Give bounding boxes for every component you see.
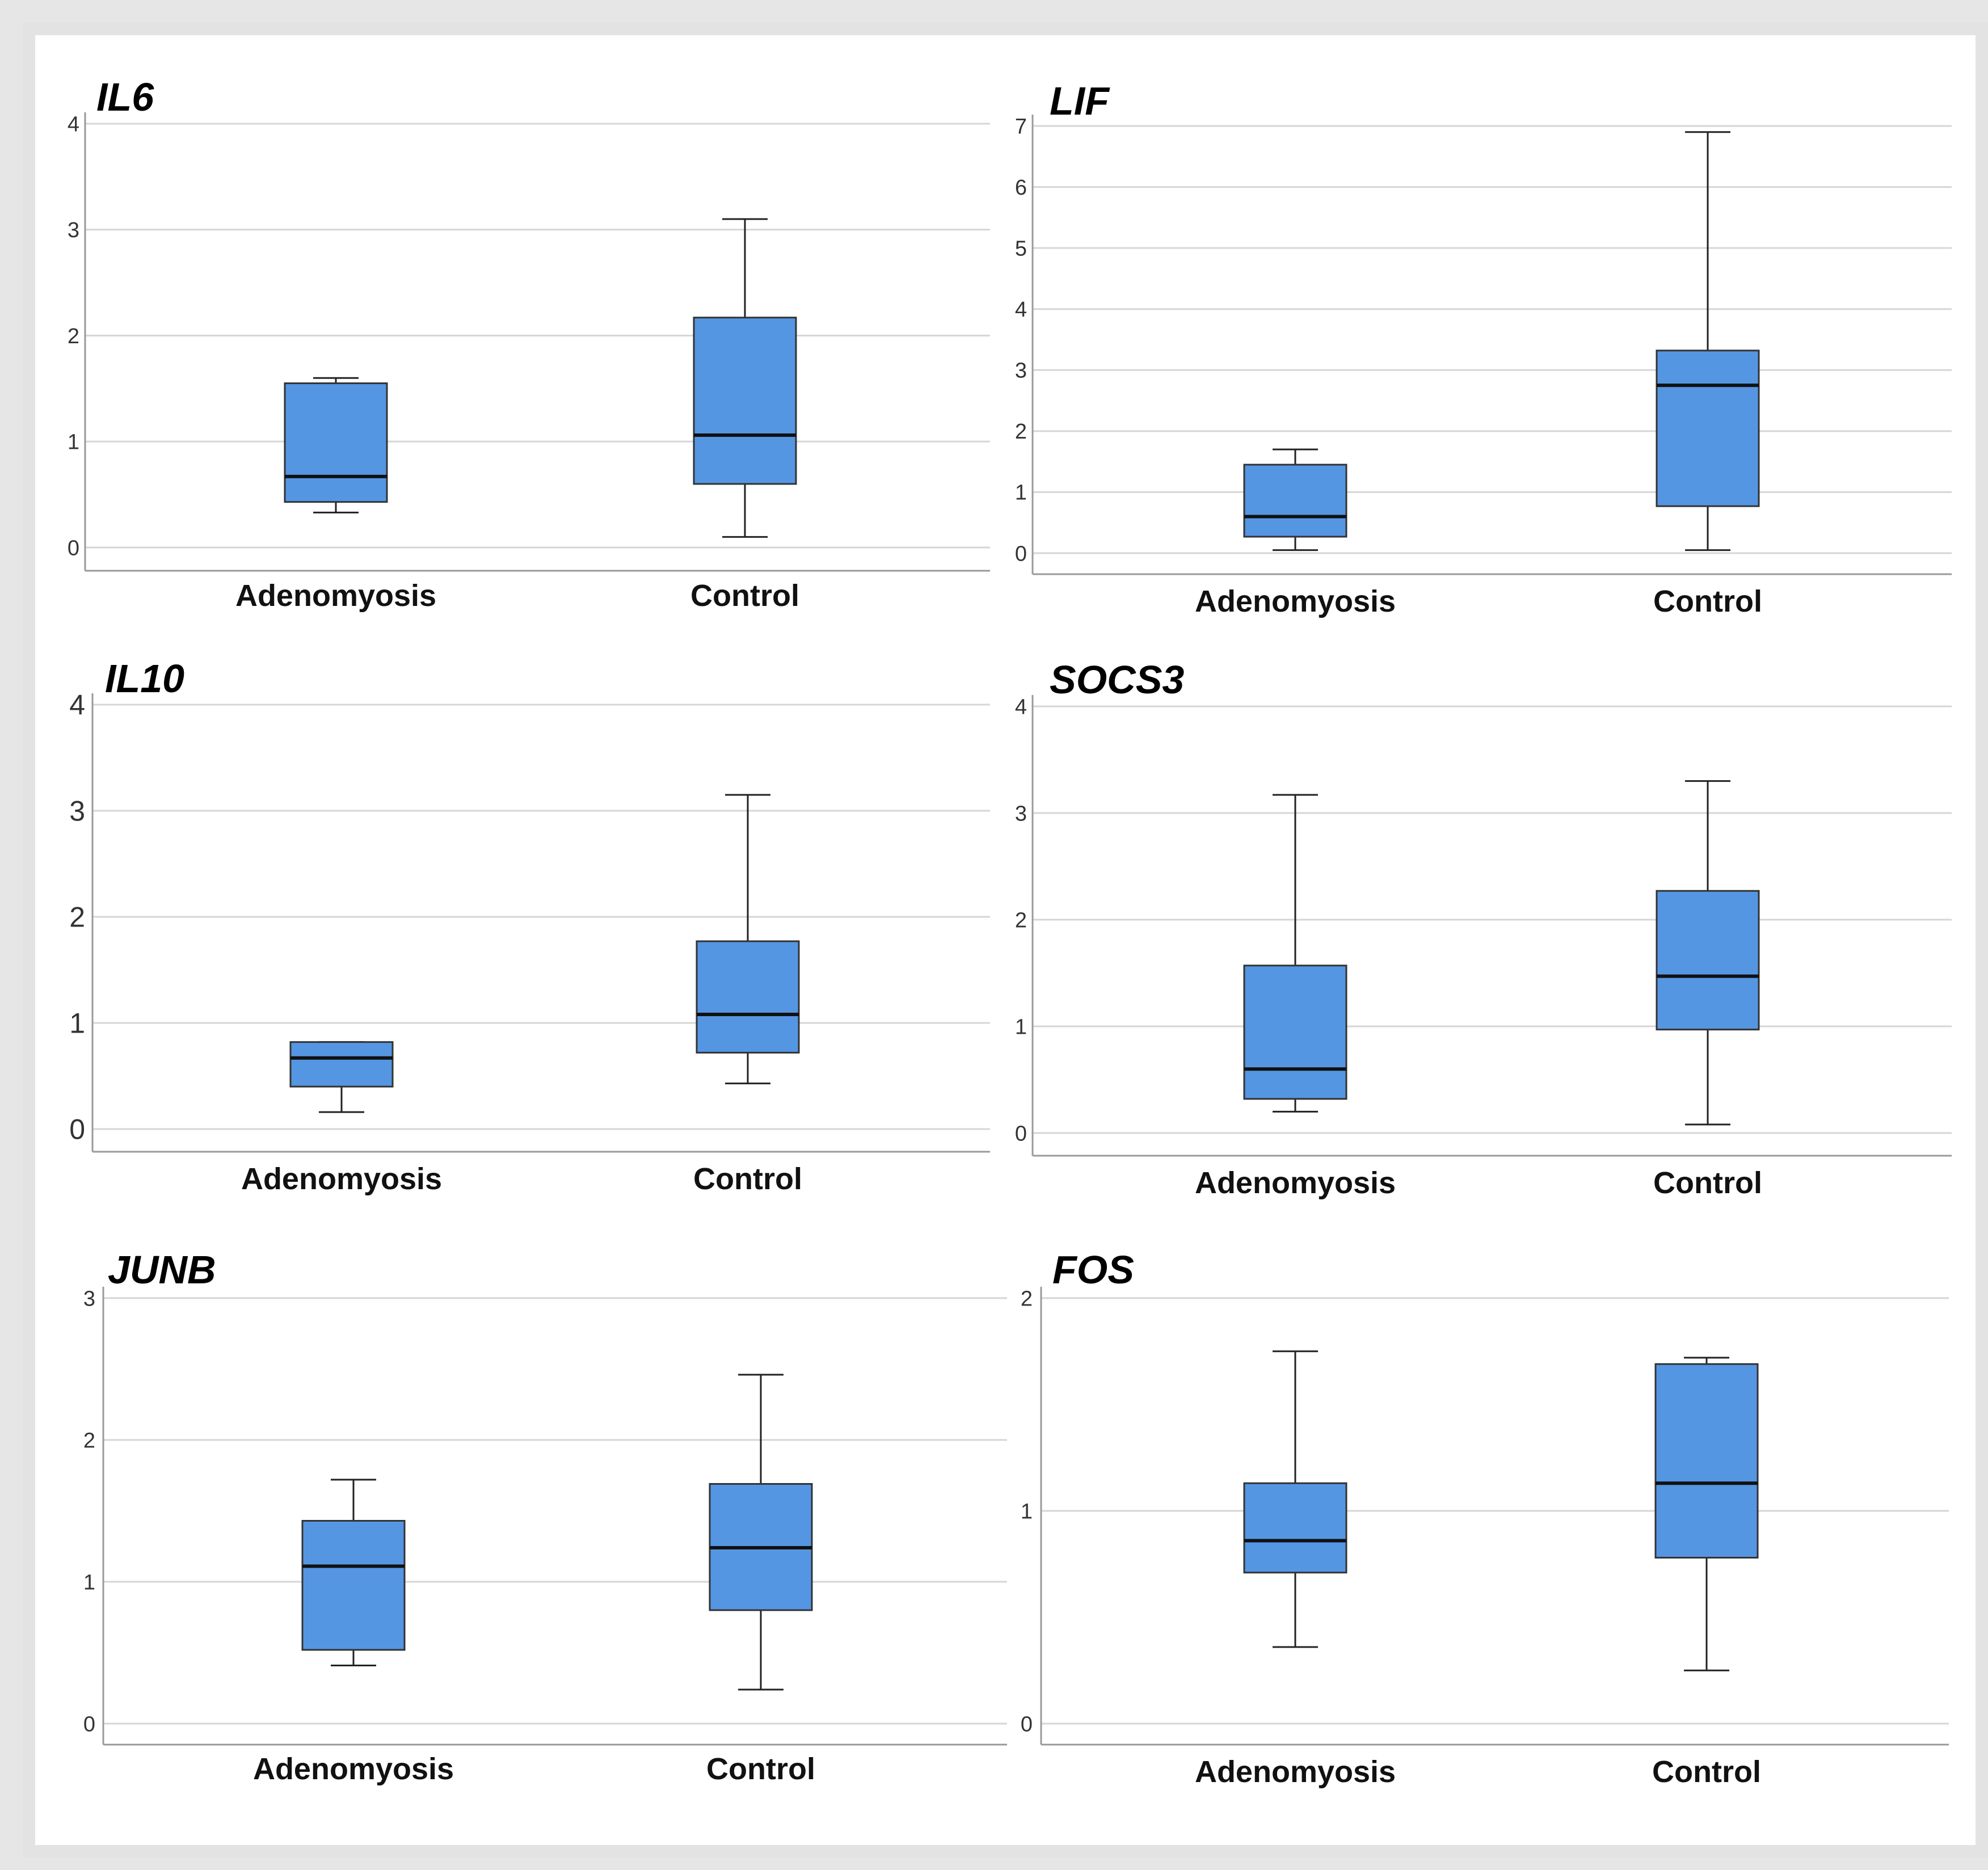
y-tick-label: 2 [83, 1429, 95, 1452]
box-plot-control [693, 218, 797, 538]
panel-il10: 0 1 2 3 4 IL10 Adenomyosis Control [69, 656, 990, 1196]
x-category-label: Adenomyosis [1195, 1755, 1396, 1789]
iqr-box [284, 382, 388, 503]
y-tick-label: 2 [1015, 908, 1027, 932]
box-plot-control [1656, 780, 1760, 1126]
chart-title: IL10 [105, 656, 184, 701]
box-plot-control [709, 1374, 813, 1691]
box-plot-adenomyosis [289, 1041, 394, 1113]
x-category-label: Control [706, 1752, 815, 1786]
y-tick-label: 0 [69, 1114, 85, 1145]
x-category-label: Adenomyosis [1195, 584, 1396, 618]
chart-title: LIF [1050, 79, 1110, 123]
panel-junb: 0 1 2 3 JUNB Adenomyosis Control [83, 1248, 1007, 1786]
chart-title: JUNB [108, 1248, 216, 1292]
iqr-box [696, 940, 800, 1054]
y-tick-label: 3 [69, 795, 85, 827]
x-category-label: Adenomyosis [235, 579, 436, 613]
y-tick-label: 4 [1015, 298, 1027, 322]
y-tick-label: 5 [1015, 237, 1027, 260]
box-plot-control [1656, 131, 1760, 551]
box-plot-adenomyosis [1243, 1350, 1347, 1648]
box-plot-adenomyosis [284, 377, 388, 513]
x-category-label: Control [1652, 1755, 1761, 1789]
panel-il6: 0 1 2 3 4 IL6 Adenomyosis Control [68, 75, 990, 613]
y-tick-label: 2 [69, 902, 85, 933]
y-tick-label: 1 [68, 431, 79, 454]
x-category-label: Control [693, 1162, 802, 1196]
y-tick-label: 4 [68, 112, 79, 136]
box-plot-adenomyosis [1243, 448, 1347, 551]
x-category-label: Control [1653, 584, 1762, 618]
y-tick-label: 4 [69, 689, 85, 721]
y-tick-label: 1 [1015, 1015, 1027, 1039]
y-tick-label: 4 [1015, 695, 1027, 719]
iqr-box [1243, 965, 1347, 1100]
y-tick-label: 1 [1021, 1500, 1033, 1523]
iqr-box [1656, 890, 1760, 1031]
iqr-box [301, 1520, 406, 1651]
x-category-label: Adenomyosis [1195, 1166, 1396, 1200]
y-tick-label: 0 [1015, 1122, 1027, 1145]
panel-socs3: 0 1 2 3 4 SOCS3 Adenomyosis Control [1015, 658, 1952, 1200]
y-tick-label: 2 [1021, 1287, 1033, 1311]
y-tick-label: 7 [1015, 115, 1027, 138]
y-tick-label: 2 [1015, 420, 1027, 444]
box-plot-adenomyosis [1243, 794, 1347, 1113]
chart-title: FOS [1052, 1248, 1134, 1292]
y-tick-label: 6 [1015, 176, 1027, 200]
y-tick-label: 0 [68, 536, 79, 560]
y-tick-label: 0 [1021, 1712, 1033, 1736]
y-tick-label: 3 [83, 1287, 95, 1311]
iqr-box [693, 317, 797, 485]
y-tick-label: 1 [1015, 481, 1027, 505]
x-category-label: Adenomyosis [253, 1752, 454, 1786]
chart-title: IL6 [96, 75, 154, 119]
iqr-box [1243, 1482, 1347, 1574]
y-tick-label: 1 [69, 1008, 85, 1039]
panel-fos: 0 1 2 FOS Adenomyosis Control [1021, 1248, 1949, 1789]
x-category-label: Adenomyosis [241, 1162, 442, 1196]
y-tick-label: 0 [1015, 542, 1027, 566]
x-category-label: Control [690, 579, 799, 613]
y-tick-label: 3 [68, 218, 79, 242]
y-tick-label: 1 [83, 1570, 95, 1594]
box-plot-adenomyosis [301, 1479, 406, 1666]
y-tick-label: 3 [1015, 359, 1027, 383]
iqr-box [1243, 464, 1347, 538]
y-tick-label: 0 [83, 1712, 95, 1736]
box-plot-control [696, 794, 800, 1085]
chart-title: SOCS3 [1050, 658, 1184, 702]
y-tick-label: 3 [1015, 802, 1027, 826]
iqr-box [1654, 1363, 1759, 1559]
iqr-box [1656, 349, 1760, 507]
box-plot-control [1654, 1357, 1759, 1671]
x-category-label: Control [1653, 1166, 1762, 1200]
panel-lif: 0 1 2 3 4 5 6 7 LIF Adenomyosis Control [1015, 79, 1952, 618]
y-tick-label: 2 [68, 325, 79, 348]
iqr-box [289, 1041, 394, 1088]
